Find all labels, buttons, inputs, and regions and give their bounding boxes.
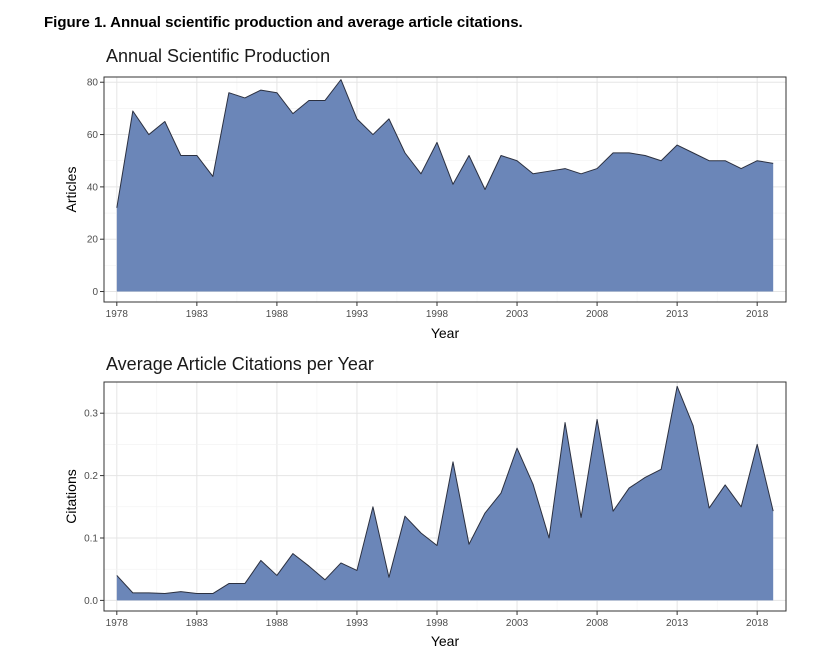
x-tick-label: 2013 [666,309,689,320]
x-tick-label: 1983 [186,309,209,320]
x-axis-title: Year [431,633,460,649]
x-tick-label: 2018 [746,618,769,629]
chart-title: Average Article Citations per Year [106,354,374,374]
area-series [116,79,774,292]
x-tick-label: 2018 [746,309,769,320]
figure-caption: Figure 1. Annual scientific production a… [44,14,523,31]
y-tick-label: 0.1 [84,533,98,544]
chart-title: Annual Scientific Production [106,46,330,66]
x-tick-label: 2013 [666,618,689,629]
x-tick-label: 1993 [346,618,369,629]
x-tick-label: 1978 [106,618,129,629]
x-tick-label: 1993 [346,309,369,320]
x-tick-label: 1983 [186,618,209,629]
y-tick-label: 60 [87,130,99,141]
panel-border [103,381,787,612]
x-tick-label: 1998 [426,309,449,320]
y-tick-label: 0 [92,287,98,298]
y-tick-label: 40 [87,182,99,193]
y-tick-label: 80 [87,78,99,89]
annual-production-chart: Annual Scientific Production 1978 1983 1988… [63,46,787,341]
area-series [116,386,774,601]
area-series-line [116,79,774,208]
y-axis-title: Articles [63,167,79,213]
y-tick-label: 0.2 [84,471,98,482]
panel-border [103,76,787,303]
x-tick-label: 1988 [266,309,289,320]
x-tick-label: 2008 [586,309,609,320]
x-tick-label: 2003 [506,309,529,320]
average-citations-chart: Average Article Citations per Year 1978 19… [63,354,787,649]
y-tick-label: 0.0 [84,596,98,607]
x-tick-label: 2008 [586,618,609,629]
x-axis-title: Year [431,325,460,341]
y-tick-label: 0.3 [84,409,98,420]
x-tick-label: 1978 [106,309,129,320]
x-tick-label: 1998 [426,618,449,629]
y-axis-title: Citations [63,469,79,523]
x-tick-label: 1988 [266,618,289,629]
x-tick-label: 2003 [506,618,529,629]
area-series-line [116,385,774,595]
y-tick-label: 20 [87,235,99,246]
